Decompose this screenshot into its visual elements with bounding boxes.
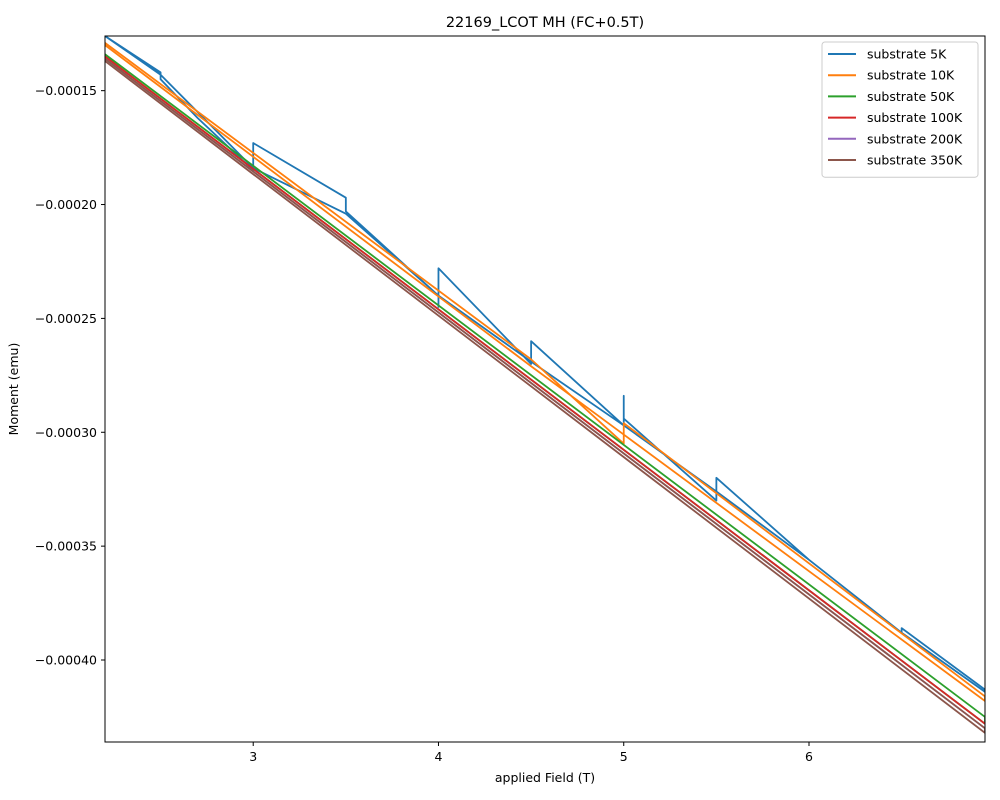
y-axis: −0.00015 −0.00020 −0.00025 −0.00030 −0.00035… — [35, 83, 105, 668]
x-tick-label: 4 — [434, 749, 442, 764]
chart-title: 22169_LCOT MH (FC+0.5T) — [446, 15, 644, 31]
y-tick-label: −0.00025 — [35, 311, 97, 326]
legend-label-2: substrate 10K — [867, 68, 955, 83]
series-line-6 — [105, 58, 985, 734]
legend-label-4: substrate 100K — [867, 110, 963, 125]
series-line-2 — [105, 42, 985, 702]
x-tick-label: 6 — [805, 749, 813, 764]
x-axis-label: applied Field (T) — [495, 770, 595, 785]
legend-label-1: substrate 5K — [867, 47, 947, 62]
y-tick-label: −0.00015 — [35, 83, 97, 98]
series-layer — [105, 36, 985, 734]
series-line-1 — [105, 36, 985, 693]
plot-area-frame — [104, 35, 986, 743]
legend-label-3: substrate 50K — [867, 89, 955, 104]
legend-label-5: substrate 200K — [867, 131, 963, 146]
legend-frame — [821, 41, 979, 178]
x-tick-label: 3 — [249, 749, 257, 764]
x-tick-label: 5 — [620, 749, 628, 764]
y-tick-label: −0.00035 — [35, 539, 97, 554]
y-tick-label: −0.00040 — [35, 653, 97, 668]
y-tick-label: −0.00030 — [35, 425, 97, 440]
x-axis: 3 4 5 6 — [249, 742, 813, 764]
legend: substrate 5K substrate 10K substrate 50K su… — [821, 41, 979, 178]
legend-label-6: substrate 350K — [867, 153, 963, 168]
series-line-4 — [105, 55, 985, 725]
y-tick-label: −0.00020 — [35, 197, 97, 212]
y-axis-label: Moment (emu) — [6, 343, 21, 436]
